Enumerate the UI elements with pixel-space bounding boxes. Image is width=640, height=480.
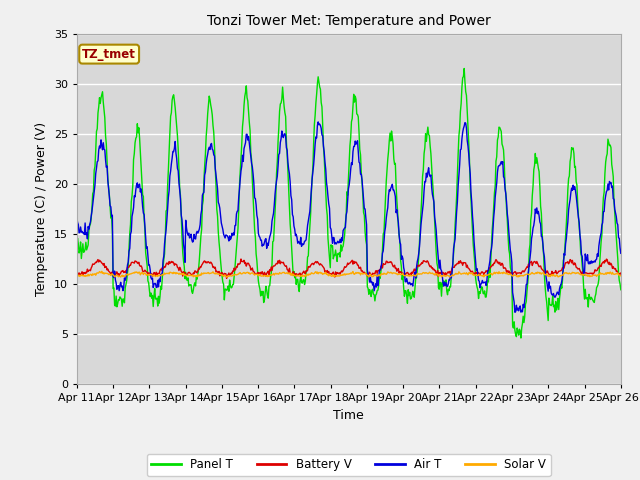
Text: TZ_tmet: TZ_tmet <box>82 48 136 60</box>
Battery V <box>194 268 202 274</box>
Line: Panel T: Panel T <box>77 69 621 338</box>
Legend: Panel T, Battery V, Air T, Solar V: Panel T, Battery V, Air T, Solar V <box>147 454 551 476</box>
Panel T <box>431 217 438 223</box>
Solar V <box>140 272 147 277</box>
Solar V <box>195 273 202 279</box>
Panel T <box>83 247 90 253</box>
Battery V <box>237 256 245 262</box>
Solar V <box>98 268 106 274</box>
X-axis label: Time: Time <box>333 408 364 421</box>
Air T <box>416 243 424 249</box>
Line: Battery V: Battery V <box>77 259 621 278</box>
Battery V <box>139 268 147 274</box>
Air T <box>83 230 90 236</box>
Y-axis label: Temperature (C) / Power (V): Temperature (C) / Power (V) <box>35 122 48 296</box>
Line: Solar V: Solar V <box>77 271 621 277</box>
Panel T <box>73 240 81 245</box>
Line: Air T: Air T <box>77 122 621 312</box>
Solar V <box>617 273 625 278</box>
Title: Tonzi Tower Met: Temperature and Power: Tonzi Tower Met: Temperature and Power <box>207 14 491 28</box>
Panel T <box>415 253 422 259</box>
Solar V <box>223 274 231 279</box>
Battery V <box>83 270 90 276</box>
Air T <box>431 220 439 226</box>
Air T <box>139 204 147 209</box>
Battery V <box>433 272 440 278</box>
Panel T <box>194 271 202 277</box>
Air T <box>617 251 625 256</box>
Air T <box>194 230 202 236</box>
Battery V <box>223 276 230 281</box>
Air T <box>223 232 230 238</box>
Panel T <box>517 335 525 341</box>
Solar V <box>83 273 90 279</box>
Panel T <box>617 287 625 293</box>
Battery V <box>417 262 424 267</box>
Air T <box>314 119 322 125</box>
Air T <box>73 214 81 220</box>
Air T <box>511 310 518 315</box>
Solar V <box>365 274 372 280</box>
Battery V <box>617 270 625 276</box>
Solar V <box>73 273 81 279</box>
Panel T <box>460 66 468 72</box>
Solar V <box>433 271 440 277</box>
Panel T <box>223 288 230 293</box>
Battery V <box>73 273 81 278</box>
Panel T <box>139 192 147 198</box>
Solar V <box>417 271 424 276</box>
Battery V <box>223 272 231 278</box>
